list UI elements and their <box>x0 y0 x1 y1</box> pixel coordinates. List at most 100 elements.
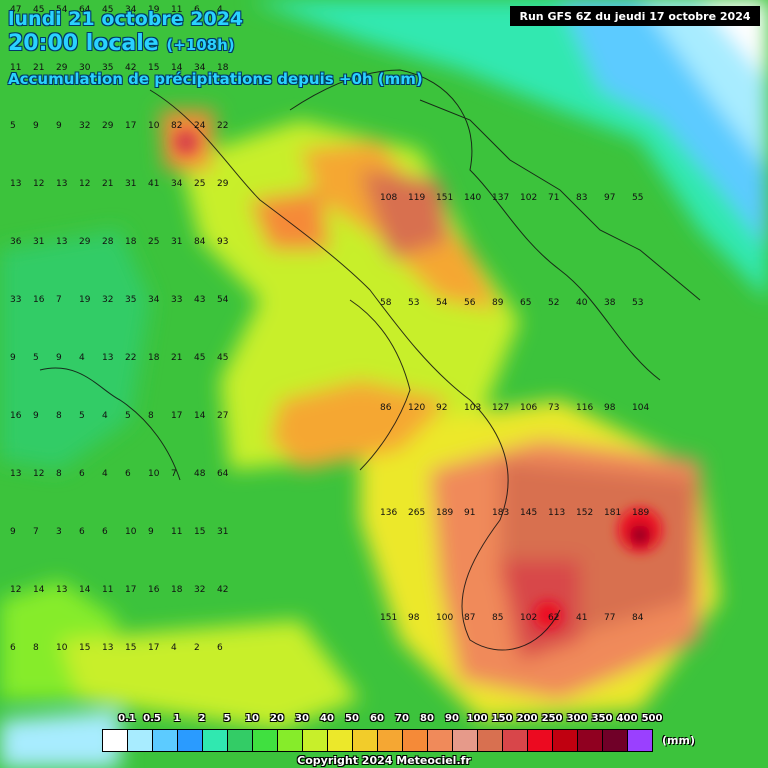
precip-value: 8 <box>56 469 62 479</box>
precip-value: 31 <box>33 237 44 247</box>
precip-value: 34 <box>171 179 183 189</box>
precip-value: 91 <box>464 508 475 518</box>
legend-swatch <box>528 730 553 751</box>
precip-value: 28 <box>102 237 114 247</box>
precip-value: 22 <box>217 121 228 131</box>
legend-unit: (mm) <box>662 734 695 747</box>
precip-value: 116 <box>576 403 593 413</box>
precip-value: 35 <box>125 295 136 305</box>
precip-value: 45 <box>102 5 113 15</box>
precip-value: 12 <box>79 179 90 189</box>
precip-value: 83 <box>576 193 587 203</box>
precip-value: 5 <box>33 353 39 363</box>
precip-value: 9 <box>56 353 62 363</box>
precip-value: 12 <box>10 585 21 595</box>
precip-value: 16 <box>10 411 22 421</box>
legend-label: 60 <box>370 713 384 724</box>
legend-swatch <box>553 730 578 751</box>
precip-value: 104 <box>632 403 649 413</box>
precip-value: 65 <box>520 298 531 308</box>
coastlines <box>39 69 701 651</box>
precip-value: 77 <box>604 613 615 623</box>
precip-value: 13 <box>56 179 67 189</box>
precip-value: 6 <box>102 527 108 537</box>
legend-swatch <box>303 730 328 751</box>
precip-value: 24 <box>194 121 206 131</box>
legend-label: 350 <box>591 713 613 724</box>
precip-value: 93 <box>217 237 228 247</box>
precip-value: 189 <box>436 508 453 518</box>
forecast-time: 20:00 locale (+108h) <box>8 31 235 56</box>
legend-swatch <box>128 730 153 751</box>
precip-value: 14 <box>171 63 183 73</box>
precip-value: 34 <box>194 63 206 73</box>
legend-label: 150 <box>491 713 513 724</box>
legend-swatch <box>403 730 428 751</box>
precip-value: 84 <box>194 237 206 247</box>
legend-swatch <box>228 730 253 751</box>
precip-value: 140 <box>464 193 481 203</box>
precip-value: 8 <box>56 411 62 421</box>
precip-value: 31 <box>171 237 182 247</box>
precip-value: 34 <box>125 5 137 15</box>
legend-swatch <box>178 730 203 751</box>
precip-value: 4 <box>102 469 108 479</box>
precip-value: 41 <box>148 179 159 189</box>
precip-value: 36 <box>10 237 22 247</box>
legend-labels: 0.1 0.5 1 2 5 10 20 30 40 50 60 70 80 90 100 150 200 250 3… <box>102 713 702 727</box>
precip-value: 40 <box>576 298 588 308</box>
precip-value: 86 <box>380 403 392 413</box>
precip-value: 152 <box>576 508 593 518</box>
precip-value: 8 <box>33 643 39 653</box>
precip-value: 4 <box>79 353 85 363</box>
precip-value: 62 <box>548 613 559 623</box>
precip-value: 13 <box>102 643 113 653</box>
precip-value: 10 <box>148 121 160 131</box>
legend-label: 300 <box>566 713 588 724</box>
precip-value: 4 <box>102 411 108 421</box>
precip-value: 30 <box>79 63 91 73</box>
legend-label: 1 <box>173 713 181 724</box>
copyright: Copyright 2024 Meteociel.fr <box>297 754 471 767</box>
precip-value: 4 <box>217 5 223 15</box>
precip-value: 45 <box>217 353 228 363</box>
precip-value: 13 <box>56 585 67 595</box>
precip-value: 53 <box>632 298 643 308</box>
precip-value: 9 <box>148 527 154 537</box>
precip-value: 58 <box>380 298 392 308</box>
precip-value: 6 <box>125 469 131 479</box>
precip-value: 189 <box>632 508 649 518</box>
precip-value: 6 <box>79 469 85 479</box>
precip-value: 10 <box>56 643 68 653</box>
precip-value: 42 <box>125 63 136 73</box>
precip-value: 2 <box>194 643 200 653</box>
precip-value: 3 <box>56 527 62 537</box>
precip-value: 9 <box>10 353 16 363</box>
precip-value: 25 <box>194 179 205 189</box>
precip-value: 45 <box>33 5 44 15</box>
precip-value: 10 <box>125 527 137 537</box>
precip-value: 84 <box>632 613 644 623</box>
legend-label: 100 <box>466 713 488 724</box>
precip-value: 35 <box>102 63 113 73</box>
precip-value: 92 <box>436 403 447 413</box>
legend-label: 20 <box>270 713 284 724</box>
precip-value: 19 <box>148 5 160 15</box>
precip-value: 85 <box>492 613 503 623</box>
precip-value: 106 <box>520 403 537 413</box>
legend-label: 40 <box>320 713 334 724</box>
precip-value: 17 <box>148 643 159 653</box>
precip-value: 136 <box>380 508 397 518</box>
legend-label: 30 <box>295 713 309 724</box>
precip-value: 43 <box>194 295 205 305</box>
precip-value: 29 <box>102 121 114 131</box>
precip-value: 17 <box>125 585 136 595</box>
precip-value: 11 <box>102 585 113 595</box>
precip-value: 82 <box>171 121 182 131</box>
precip-value: 19 <box>79 295 91 305</box>
precip-value: 18 <box>217 63 229 73</box>
precip-value: 18 <box>125 237 137 247</box>
precip-value: 33 <box>171 295 182 305</box>
forecast-date: lundi 21 octobre 2024 <box>8 8 244 30</box>
precip-value: 11 <box>171 527 182 537</box>
